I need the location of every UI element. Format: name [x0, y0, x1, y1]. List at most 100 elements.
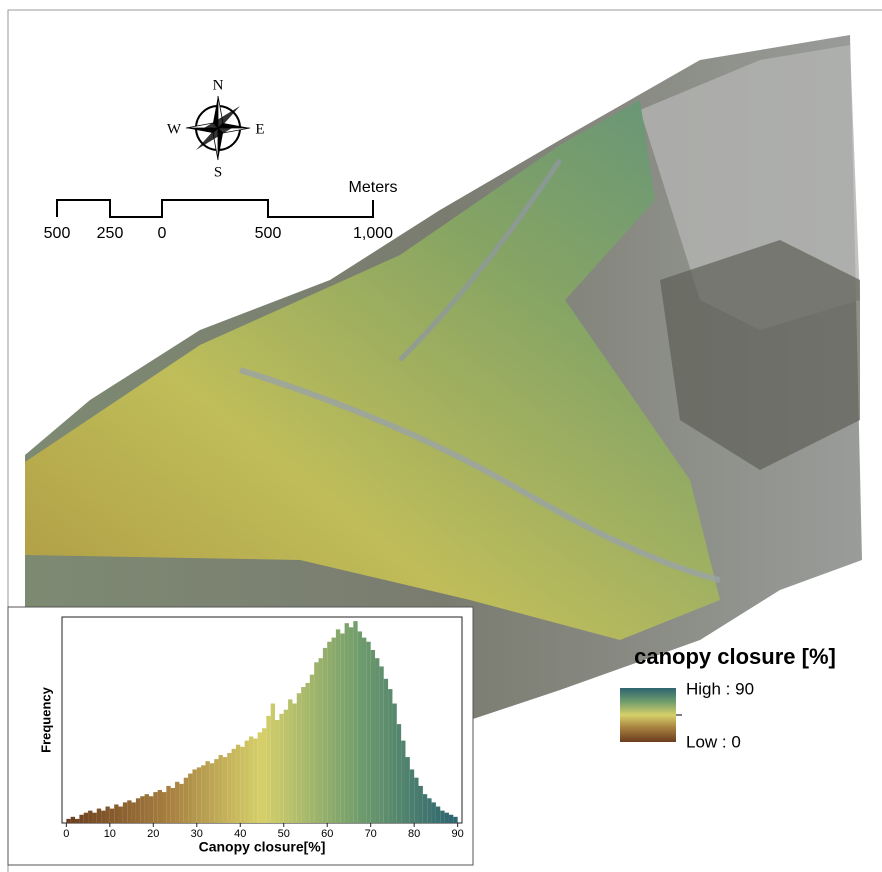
legend-high: High : 90 [686, 679, 754, 698]
histogram-bar [258, 732, 262, 823]
histogram-bar [405, 757, 409, 823]
histogram-bar [136, 798, 140, 823]
histogram-bar [436, 807, 440, 823]
scale-bar [57, 200, 373, 217]
histogram-bar [201, 765, 205, 823]
histogram-bar [175, 782, 179, 823]
histogram-bar [279, 714, 283, 823]
histogram-bar [110, 809, 114, 823]
histogram-bar [432, 802, 436, 823]
histogram-bar [305, 683, 309, 823]
histogram-bar [314, 662, 318, 823]
histogram-bar [105, 807, 109, 823]
histogram-bar [197, 767, 201, 823]
histogram-bar [449, 815, 453, 823]
histogram-bar [262, 728, 266, 823]
histogram-bar [188, 774, 192, 823]
histogram-bar [79, 815, 83, 823]
histogram-bar [284, 710, 288, 823]
histogram-bar [236, 745, 240, 823]
histogram-bar [388, 689, 392, 823]
histogram-bar [145, 794, 149, 823]
legend-title: canopy closure [%] [634, 644, 836, 669]
x-tick-label: 10 [104, 828, 116, 840]
histogram-bar [419, 786, 423, 823]
histogram-bar [149, 796, 153, 823]
scale-label: 250 [97, 225, 124, 242]
histogram-bar [166, 786, 170, 823]
x-axis-label: Canopy closure[%] [199, 839, 326, 855]
histogram-bar [423, 794, 427, 823]
histogram-bar [275, 720, 279, 823]
histogram-bar [414, 778, 418, 823]
scale-unit: Meters [349, 179, 398, 196]
histogram-bar [210, 763, 214, 823]
histogram-bar [227, 753, 231, 823]
compass-e: E [255, 121, 264, 137]
histogram-bar [266, 716, 270, 823]
histogram-bar [271, 704, 275, 823]
histogram-bar [245, 741, 249, 823]
scale-label: 0 [158, 225, 167, 242]
histogram-bar [184, 778, 188, 823]
histogram-bar [232, 749, 236, 823]
histogram-bar [327, 642, 331, 823]
histogram-bar [101, 811, 105, 823]
legend-low: Low : 0 [686, 732, 741, 751]
x-tick-label: 50 [278, 828, 290, 840]
histogram-bar [397, 724, 401, 823]
histogram-bar [153, 792, 157, 823]
histogram-bar [301, 687, 305, 823]
histogram-bar [332, 638, 336, 823]
histogram-bar [240, 747, 244, 823]
histogram-bar [323, 648, 327, 823]
histogram-bar [427, 798, 431, 823]
histogram-bar [319, 658, 323, 823]
x-tick-label: 90 [452, 828, 464, 840]
histogram-bar [140, 796, 144, 823]
histogram-bar [345, 623, 349, 823]
histogram-bar [288, 699, 292, 823]
histogram-bar [292, 704, 296, 823]
histogram-bar [392, 704, 396, 823]
histogram-bar [379, 666, 383, 823]
scale-label: 1,000 [353, 225, 393, 242]
histogram-bar [410, 769, 414, 823]
histogram-bar [349, 627, 353, 823]
histogram-bar [453, 817, 457, 823]
histogram-bar [310, 675, 314, 823]
x-tick-label: 20 [147, 828, 159, 840]
histogram-bar [219, 755, 223, 823]
histogram-bar [119, 807, 123, 823]
compass-n: N [213, 77, 224, 93]
x-tick-label: 70 [365, 828, 377, 840]
histogram-bar [445, 813, 449, 823]
histogram-bar [440, 811, 444, 823]
histogram-bar [179, 784, 183, 823]
histogram-bar [132, 802, 136, 823]
legend-colorbar [620, 688, 676, 742]
histogram-bar [114, 804, 118, 823]
x-tick-label: 30 [191, 828, 203, 840]
histogram-bar [214, 759, 218, 823]
histogram-bar [401, 741, 405, 823]
histogram-bar [192, 769, 196, 823]
x-tick-label: 40 [234, 828, 246, 840]
histogram-bar [84, 813, 88, 823]
histogram-bar [71, 817, 75, 823]
histogram-bar [171, 788, 175, 823]
map-figure: N S E W Meters 500 250 0 500 1,000 canop… [0, 0, 882, 872]
histogram-bar [92, 813, 96, 823]
histogram-bar [336, 629, 340, 823]
histogram-bar [162, 792, 166, 823]
y-axis-label: Frequency [38, 686, 53, 753]
compass [186, 96, 250, 160]
histogram-bar [88, 811, 92, 823]
histogram-bar [97, 809, 101, 823]
histogram-bar [366, 642, 370, 823]
histogram-bar [253, 739, 257, 823]
histogram-bar [205, 761, 209, 823]
histogram-bar [340, 633, 344, 823]
histogram-bar [249, 736, 253, 823]
x-tick-label: 0 [63, 828, 69, 840]
